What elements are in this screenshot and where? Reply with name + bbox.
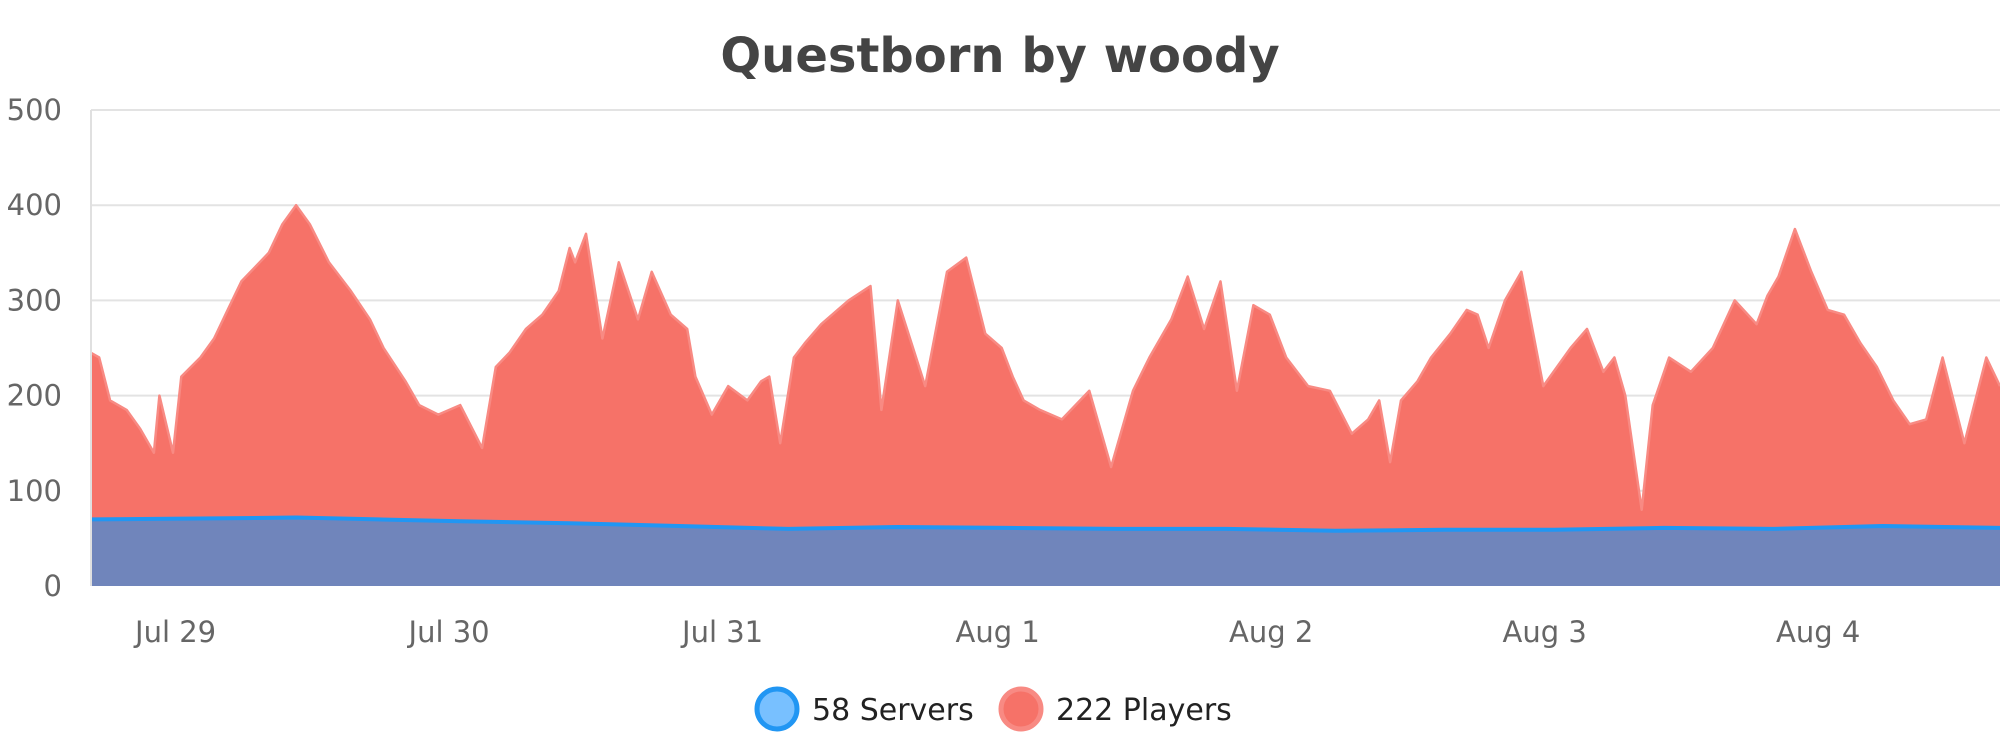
legend-servers-swatch xyxy=(754,686,800,732)
legend-servers-label: 58 Servers xyxy=(812,693,974,728)
series-servers-line xyxy=(90,515,2000,533)
y-axis-ticks: 0 100 200 300 400 500 xyxy=(7,93,62,603)
legend-item-servers[interactable]: 58 Servers xyxy=(754,686,974,732)
x-tick-label: Aug 4 xyxy=(1776,615,1860,649)
y-tick-label: 200 xyxy=(7,379,62,413)
series-players-area xyxy=(91,205,2000,586)
plot-area xyxy=(90,203,2000,586)
x-tick-label: Jul 29 xyxy=(133,615,216,649)
y-tick-label: 400 xyxy=(7,188,62,222)
x-tick-label: Aug 2 xyxy=(1229,615,1313,649)
legend-players-swatch xyxy=(998,686,1044,732)
x-tick-label: Aug 3 xyxy=(1503,615,1587,649)
series-servers-area xyxy=(91,517,2000,586)
x-tick-label: Aug 1 xyxy=(956,615,1040,649)
chart-title: Questborn by woody xyxy=(720,28,1279,84)
y-tick-label: 100 xyxy=(7,474,62,508)
series-players-line xyxy=(90,203,2000,512)
legend[interactable]: 58 Servers 222 Players xyxy=(754,686,1232,732)
y-tick-label: 500 xyxy=(7,93,62,127)
y-tick-label: 0 xyxy=(44,569,62,603)
legend-players-label: 222 Players xyxy=(1056,693,1232,728)
y-tick-label: 300 xyxy=(7,283,62,317)
x-tick-label: Jul 31 xyxy=(680,615,763,649)
legend-item-players[interactable]: 222 Players xyxy=(998,686,1232,732)
x-axis-ticks: Jul 29 Jul 30 Jul 31 Aug 1 Aug 2 Aug 3 Aug 4 xyxy=(133,615,1860,649)
x-tick-label: Jul 30 xyxy=(407,615,490,649)
